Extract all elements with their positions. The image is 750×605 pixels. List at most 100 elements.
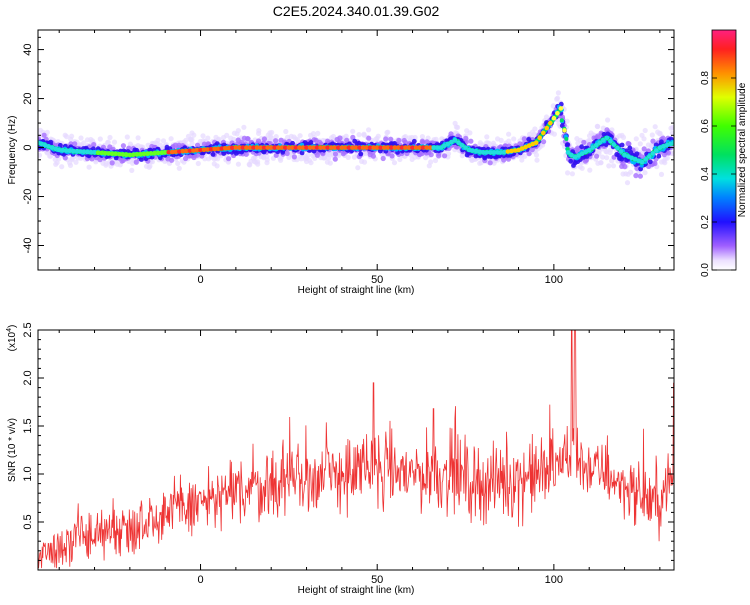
y-tick-label: 2.0 — [22, 370, 34, 385]
spectral-peak-point — [555, 111, 560, 116]
spectral-point — [428, 152, 434, 158]
spectral-peak-point — [583, 149, 588, 155]
spectral-peak-point — [314, 145, 320, 150]
spectral-peak-point — [435, 145, 440, 150]
colorbar-tick-label: 0.4 — [700, 167, 711, 181]
spectral-point — [428, 159, 434, 165]
spectral-point — [81, 140, 87, 146]
spectral-peak-point — [81, 149, 87, 154]
spectral-point — [397, 156, 403, 163]
spectral-point — [273, 138, 279, 144]
spectral-point — [244, 136, 251, 142]
spectral-peak-point — [39, 141, 44, 147]
spectral-point — [120, 143, 126, 149]
spectral-peak-point — [71, 148, 76, 154]
spectral-peak-point — [389, 145, 394, 150]
spectral-peak-point — [60, 147, 65, 153]
spectral-point — [97, 136, 103, 142]
colorbar-label: Normalized spectral amplitude — [737, 82, 748, 217]
colorbar-tick-label: 0.6 — [700, 119, 711, 133]
spectral-peak-point — [141, 151, 147, 157]
spectral-point — [637, 173, 644, 179]
spectral-peak-point — [661, 144, 666, 149]
spectral-peak-point — [452, 137, 458, 143]
spectral-point — [402, 134, 408, 140]
spectral-point — [345, 154, 351, 160]
spectral-point — [511, 136, 517, 142]
colorbar-tick-label: 0.2 — [700, 215, 711, 229]
spectral-point — [664, 155, 670, 161]
spectral-peak-point — [92, 150, 97, 155]
snr-scale-exp: 4 — [6, 328, 13, 332]
spectral-peak-point — [562, 128, 567, 133]
spectral-peak-point — [329, 145, 334, 150]
spectral-point — [149, 159, 155, 165]
spectral-point — [619, 142, 625, 148]
spectral-peak-point — [198, 147, 203, 153]
spectral-point — [665, 150, 672, 156]
spectral-peak-point — [233, 145, 239, 150]
spectral-peak-point — [134, 152, 140, 157]
spectral-peak-point — [516, 147, 521, 153]
spectral-peak-point — [131, 152, 136, 157]
spectral-point — [284, 150, 290, 157]
spectral-peak-point — [152, 150, 157, 156]
snr-ylabel: SNR (10 * v/v) — [7, 418, 18, 482]
spectral-point — [269, 129, 275, 136]
spectral-point — [388, 136, 394, 142]
spectral-point — [256, 130, 262, 136]
spectral-peak-point — [410, 145, 415, 150]
spectral-peak-point — [304, 145, 309, 150]
spectral-peak-point — [413, 145, 419, 150]
spectral-peak-point — [191, 148, 196, 153]
spectral-point — [658, 171, 665, 177]
x-tick-label: 0 — [197, 274, 203, 286]
spectral-point — [628, 169, 634, 175]
spectral-peak-point — [360, 145, 366, 150]
spectral-point — [598, 160, 604, 166]
spectral-peak-point — [46, 144, 51, 149]
spectral-peak-point — [265, 145, 271, 150]
spectral-point — [299, 150, 305, 156]
spectral-peak-point — [180, 148, 186, 154]
spectral-peak-point — [473, 148, 479, 154]
spectral-peak-point — [541, 130, 546, 136]
spectral-point — [526, 151, 532, 157]
spectral-point — [155, 137, 161, 143]
spectral-point — [529, 147, 535, 153]
spectral-point — [391, 160, 398, 166]
spectral-point — [633, 173, 639, 179]
spectral-peak-point — [276, 145, 281, 150]
spectral-point — [195, 160, 201, 167]
spectral-peak-point — [99, 150, 104, 156]
spectral-point — [463, 135, 469, 141]
snr-scale-base: (x10 — [7, 331, 18, 351]
spectral-peak-point — [533, 140, 539, 145]
spectral-peak-point — [364, 145, 369, 150]
spectral-point — [68, 136, 74, 142]
spectral-peak-point — [240, 145, 246, 150]
spectral-peak-point — [357, 145, 362, 150]
snr-ticks: 0 50 100 0.5 1.0 1.5 2.0 2.5 — [22, 322, 674, 586]
spectral-point — [564, 118, 570, 124]
spectral-peak-point — [382, 145, 387, 150]
spectral-peak-point — [371, 145, 377, 150]
spectral-point — [505, 156, 512, 162]
spectrogram-xlabel: Height of straight line (km) — [298, 285, 415, 296]
spectral-point — [594, 153, 600, 159]
spectral-peak-point — [544, 125, 550, 131]
spectral-peak-point — [512, 148, 518, 153]
spectral-point — [358, 151, 364, 157]
spectral-peak-point — [350, 145, 355, 150]
spectral-point — [366, 127, 372, 133]
spectral-peak-point — [251, 145, 256, 150]
spectral-peak-point — [109, 151, 115, 156]
spectral-point — [468, 138, 474, 144]
spectral-peak-point — [480, 150, 486, 155]
spectral-point — [642, 127, 648, 134]
spectral-point — [550, 103, 556, 109]
spectral-peak-point — [431, 145, 437, 150]
spectral-peak-point — [466, 147, 472, 153]
spectral-point — [486, 140, 492, 146]
spectral-peak-point — [403, 145, 408, 150]
